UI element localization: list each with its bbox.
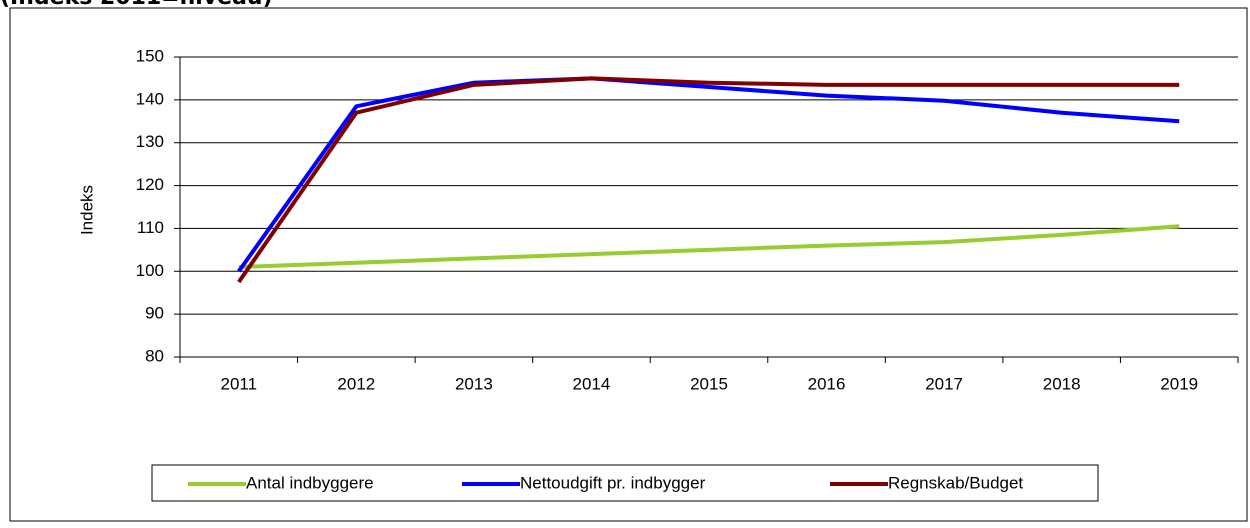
y-tick-label: 80 <box>145 346 164 365</box>
y-tick-label: 100 <box>136 261 164 280</box>
x-tick-label: 2012 <box>337 374 375 393</box>
line-series <box>237 76 1180 284</box>
x-tick-label: 2018 <box>1043 374 1081 393</box>
y-tick-label: 150 <box>136 46 164 65</box>
x-tick-label: 2015 <box>690 374 728 393</box>
x-tick-label: 2016 <box>808 374 846 393</box>
x-tick-label: 2013 <box>455 374 493 393</box>
line-series <box>237 76 1180 273</box>
legend-label: Antal indbyggere <box>246 473 374 492</box>
x-tick-label: 2011 <box>220 374 257 393</box>
y-axis-label: Indeks <box>77 185 96 235</box>
legend-label: Regnskab/Budget <box>888 473 1023 492</box>
chart-title: (Indeks 2011=niveau) <box>0 0 273 10</box>
x-tick-label: 2017 <box>925 374 963 393</box>
y-tick-label: 120 <box>136 175 164 194</box>
line-series <box>238 224 1180 269</box>
y-tick-label: 130 <box>136 132 164 151</box>
legend-box <box>151 464 1099 502</box>
x-tick-label: 2014 <box>573 374 611 393</box>
legend-label: Nettoudgift pr. indbygger <box>520 473 706 492</box>
chart-border <box>9 7 1248 522</box>
y-tick-label: 90 <box>145 304 164 323</box>
y-tick-label: 140 <box>136 89 164 108</box>
y-tick-label: 110 <box>137 218 164 237</box>
x-tick-label: 2019 <box>1160 374 1198 393</box>
